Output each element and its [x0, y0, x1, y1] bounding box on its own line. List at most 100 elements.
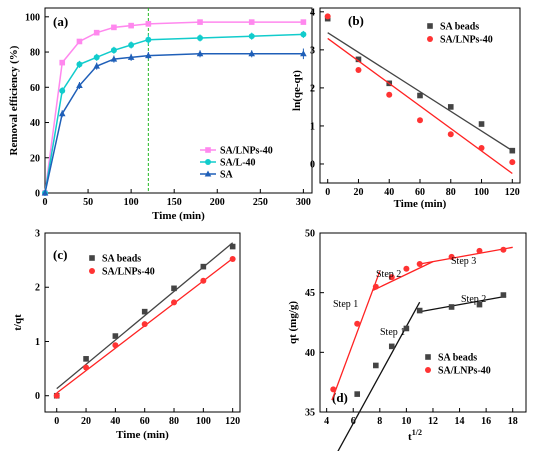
x-tick-label: 20 — [81, 416, 91, 427]
y-axis-label: qt (mg/g) — [287, 301, 299, 344]
data-point — [110, 55, 118, 62]
y-tick-label: 0 — [310, 159, 315, 170]
legend-label: SA/LNPs-40 — [440, 35, 493, 46]
legend-label: SA/LNPs-40 — [102, 267, 155, 278]
legend-label: SA/LNPs-40 — [438, 366, 491, 377]
fit-line — [372, 261, 434, 291]
data-point — [509, 159, 516, 166]
legend-marker — [425, 354, 431, 360]
y-tick-label: 40 — [305, 348, 315, 359]
x-tick-label: 8 — [377, 416, 382, 427]
data-point — [200, 277, 207, 284]
y-tick-label: 3 — [310, 45, 315, 56]
x-tick-label: 300 — [296, 197, 311, 208]
data-point — [111, 24, 117, 31]
x-tick-label: 4 — [324, 416, 329, 427]
x-tick-label: 100 — [474, 187, 489, 198]
x-tick-label: 200 — [210, 197, 225, 208]
data-point — [112, 333, 119, 339]
data-point — [372, 283, 379, 290]
data-point — [93, 29, 100, 36]
x-tick-label: 80 — [169, 416, 179, 427]
data-point — [197, 34, 204, 41]
y-tick-label: 35 — [305, 408, 315, 419]
fit-line — [331, 270, 381, 401]
data-point — [300, 50, 307, 57]
data-point — [248, 33, 255, 40]
plot-frame — [319, 232, 527, 413]
data-point — [300, 19, 307, 25]
y-tick-label: 60 — [30, 83, 40, 94]
data-point — [93, 54, 100, 61]
data-point — [171, 285, 177, 292]
y-tick-label: 4 — [310, 7, 315, 18]
legend-label: SA beads — [440, 22, 479, 33]
panel-label: (b) — [348, 13, 364, 28]
data-point — [53, 392, 60, 399]
series-line — [44, 33, 304, 194]
legend-marker — [427, 36, 433, 42]
data-point — [478, 121, 485, 127]
y-tick-label: 0 — [35, 391, 40, 402]
legend-marker — [205, 147, 211, 153]
x-tick-label: 120 — [505, 187, 520, 198]
panel-label: (d) — [332, 390, 348, 405]
y-axis-label: ln(qe-qt) — [291, 70, 303, 111]
x-tick-label: 16 — [481, 416, 491, 427]
y-tick-label: 1 — [310, 121, 315, 132]
data-point — [171, 299, 178, 306]
data-point — [476, 247, 483, 254]
data-point — [388, 274, 395, 281]
fit-line — [327, 32, 513, 152]
x-tick-label: 120 — [225, 416, 240, 427]
y-tick-label: 1 — [35, 337, 40, 348]
series-1 — [53, 256, 236, 399]
x-tick-label: 0 — [43, 197, 48, 208]
data-point — [417, 92, 423, 99]
data-point — [83, 356, 89, 362]
data-point — [447, 131, 454, 138]
y-tick-label: 40 — [30, 118, 40, 129]
x-tick-label: 12 — [428, 416, 438, 427]
y-tick-label: 45 — [305, 288, 315, 299]
data-point — [145, 52, 152, 59]
data-point — [248, 19, 255, 25]
data-point — [354, 391, 361, 397]
data-point — [355, 56, 362, 63]
y-tick-label: 0 — [35, 189, 40, 200]
x-tick-label: 100 — [124, 197, 139, 208]
x-tick-label: 100 — [196, 416, 211, 427]
data-point — [476, 301, 483, 308]
x-tick-label: 10 — [401, 416, 411, 427]
panel-d: 4 6 8 10 12 14 16 18 35 40 45 50 t1/2 qt (mg/g) (d) Ste… — [287, 229, 527, 451]
data-point — [59, 59, 66, 66]
data-point — [355, 67, 362, 74]
series-1 — [42, 30, 307, 196]
data-point — [76, 38, 83, 45]
y-tick-label: 2 — [35, 283, 40, 294]
data-point — [500, 292, 507, 298]
data-point — [324, 13, 331, 20]
data-point — [416, 307, 423, 314]
x-tick-label: 0 — [54, 416, 59, 427]
data-point — [500, 246, 507, 253]
legend-label: SA/LNPs-40 — [220, 146, 273, 157]
legend-label: SA — [220, 170, 234, 181]
data-point — [403, 265, 410, 272]
data-point — [58, 110, 66, 117]
y-axis-label: t/qt — [12, 314, 24, 331]
data-point — [403, 325, 410, 332]
step-annotation: Step 1 — [333, 299, 358, 310]
legend-marker — [89, 255, 95, 261]
x-tick-label: 40 — [110, 416, 120, 427]
data-point — [448, 304, 455, 310]
data-point — [128, 22, 134, 29]
fit-line — [337, 301, 421, 451]
panel-c: 0 20 40 60 80 100 120 0 1 2 3 Time (min) t/qt (c) SA b… — [12, 229, 241, 441]
data-point — [110, 47, 117, 54]
y-tick-label: 80 — [30, 48, 40, 59]
legend-marker — [205, 159, 211, 165]
legend-label: SA/L-40 — [220, 158, 256, 169]
x-tick-label: 6 — [351, 416, 356, 427]
